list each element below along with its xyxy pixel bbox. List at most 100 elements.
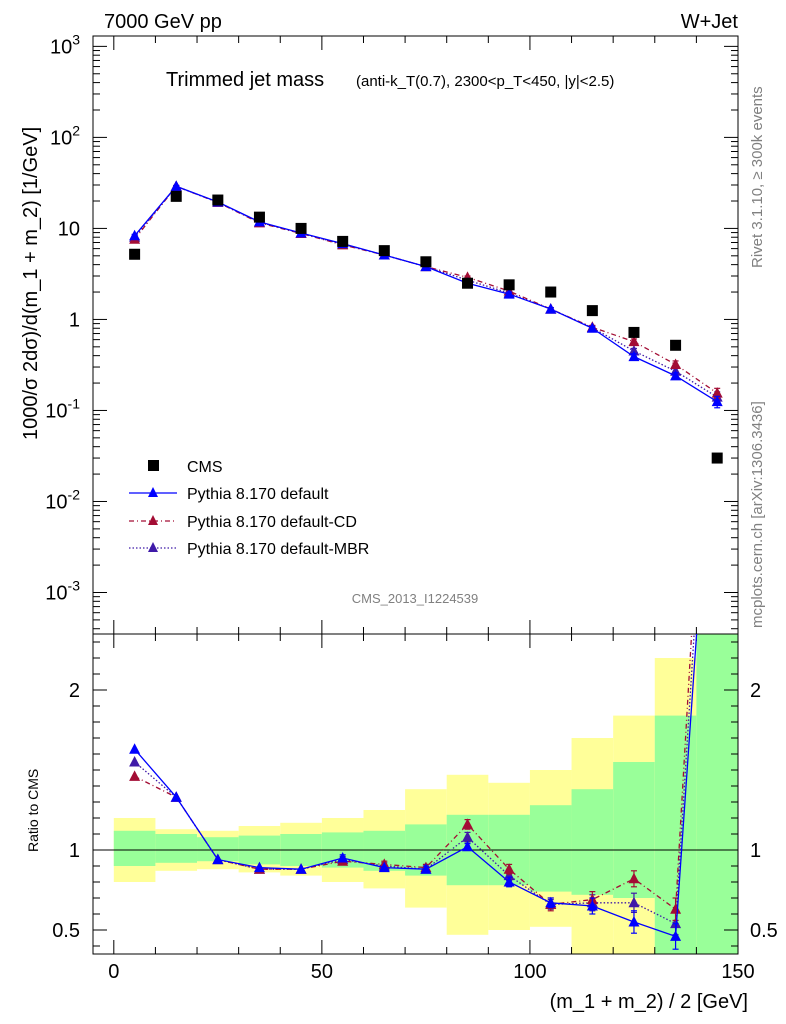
legend-marker-default-cd: [148, 515, 158, 525]
x-axis-label: (m_1 + m_2) / 2 [GeV]: [550, 991, 748, 1013]
cms-point: [545, 286, 557, 298]
ratio-pythia-8-170-default-point: [462, 840, 474, 852]
ratio-plot-frame: [92, 633, 739, 955]
pythia-8-170-default-point: [545, 303, 557, 314]
pythia-8-170-default-cd-point: [711, 387, 723, 398]
legend-marker-default: [148, 487, 158, 497]
header-right: W+Jet: [681, 11, 739, 33]
ratio-pythia-8-170-default-mbr-point: [628, 896, 640, 908]
ratio-uncertainty-bands: [93, 634, 738, 954]
mcplots-label: mcplots.cern.ch [arXiv:1306.3436]: [749, 401, 766, 628]
ratio-pythia-8-170-default-point: [545, 896, 557, 908]
cms-point: [378, 245, 390, 257]
ratio-pythia-8-170-default-cd-point: [129, 770, 141, 781]
ratio-pythia-8-170-default-cd-point: [712, 188, 723, 199]
legend: CMS Pythia 8.170 default Pythia 8.170 de…: [129, 459, 369, 558]
cms-point: [337, 235, 349, 247]
ratio-pythia-8-170-default-mbr-point: [462, 831, 474, 842]
ratio-y-tick-label-right: 0.5: [750, 920, 778, 942]
ratio-pythia-8-170-default-point: [712, 332, 723, 343]
ratio-pythia-8-170-default-mbr-point: [670, 917, 682, 929]
cms-point: [295, 222, 307, 234]
ratio-pythia-8-170-default-point: [212, 853, 224, 865]
cms-point: [711, 452, 723, 464]
x-tick-label: 150: [721, 961, 754, 983]
pythia-8-170-default-cd-point: [670, 358, 682, 369]
cms-point: [462, 277, 474, 289]
ratio-pythia-8-170-default-point: [337, 852, 349, 863]
pythia-8-170-default-line: [134, 185, 718, 403]
x-tick-label: 50: [311, 961, 333, 983]
pythia-8-170-default-point: [586, 322, 598, 333]
pythia-8-170-default-cd-line: [134, 185, 718, 394]
ratio-pythia-8-170-default-point: [253, 861, 265, 873]
pythia-8-170-default-point: [129, 229, 141, 241]
ratio-pythia-8-170-default-point: [503, 876, 515, 887]
ratio-pythia-8-170-default-point: [420, 863, 432, 874]
ratio-pythia-8-170-default-cd-point: [628, 872, 640, 884]
ratio-pythia-8-170-default-point: [586, 900, 598, 911]
ratio-y-tick-label: 2: [69, 680, 80, 702]
ratio-y-tick-label-right: 1: [750, 840, 761, 862]
main-y-tick-label: 103: [50, 31, 80, 58]
legend-label-default: Pythia 8.170 default: [187, 486, 329, 503]
ratio-pythia-8-170-default-point: [295, 863, 307, 874]
rivet-version-label: Rivet 3.1.10, ≥ 300k events: [749, 86, 766, 268]
cms-point: [420, 256, 432, 268]
legend-marker-default-mbr: [148, 542, 158, 552]
pythia-8-170-default-point: [670, 369, 682, 381]
ratio-y-tick-label: 1: [69, 840, 80, 862]
ratio-pythia-8-170-default-mbr-point: [129, 756, 141, 767]
ratio-pythia-8-170-default-point: [670, 930, 682, 941]
pythia-8-170-default-mbr-line: [134, 185, 718, 398]
legend-label-default-cd: Pythia 8.170 default-CD: [187, 514, 357, 531]
cms-point: [170, 190, 182, 202]
cms-point: [670, 339, 682, 351]
ratio-y-axis-label: Ratio to CMS: [25, 769, 41, 852]
main-y-tick-label: 102: [50, 122, 80, 149]
ratio-pythia-8-170-default-cd-point: [503, 863, 515, 874]
ratio-pythia-8-170-default-point: [170, 791, 182, 802]
band-green-1: [155, 834, 198, 863]
ratio-pythia-8-170-default-mbr-point: [712, 268, 723, 279]
ratio-y-tick-label: 0.5: [52, 920, 80, 942]
main-y-tick-label: 10-2: [45, 486, 80, 513]
pythia-8-170-default-point: [711, 395, 723, 407]
pythia-8-170-default-point: [170, 180, 182, 191]
pythia-8-170-default-point: [503, 288, 515, 299]
legend-label-cms: CMS: [187, 459, 223, 476]
plot-subtitle: (anti-k_T(0.7), 2300<p_T<450, |y|<2.5): [356, 73, 614, 90]
cms-point: [253, 211, 265, 223]
band-green-14: [696, 634, 738, 954]
main-y-axis-label: 1000/σ 2dσ)/d(m_1 + m_2) [1/GeV]: [20, 127, 42, 440]
ratio-pythia-8-170-default-cd-point: [670, 903, 682, 914]
pythia-8-170-default-mbr-point: [628, 345, 640, 356]
cms-point: [586, 305, 598, 317]
analysis-watermark: CMS_2013_I1224539: [352, 591, 479, 606]
band-green-10: [529, 805, 572, 892]
header-left: 7000 GeV pp: [104, 11, 222, 33]
main-y-tick-label: 10-3: [45, 578, 80, 605]
band-green-11: [571, 789, 614, 895]
cms-point: [129, 248, 141, 260]
ratio-pythia-8-170-default-cd-point: [462, 818, 474, 829]
cms-point: [503, 279, 515, 291]
x-tick-label: 100: [513, 961, 546, 983]
ratio-pythia-8-170-default-point: [378, 861, 390, 873]
main-y-tick-label: 10-1: [45, 395, 80, 422]
cms-point: [212, 194, 224, 206]
legend-marker-cms: [148, 460, 159, 471]
ratio-pythia-8-170-default-point: [628, 916, 640, 927]
ratio-pythia-8-170-default-point: [129, 743, 141, 754]
main-y-tick-label: 10: [58, 218, 80, 240]
ratio-y-tick-label-right: 2: [750, 680, 761, 702]
legend-label-default-mbr: Pythia 8.170 default-MBR: [187, 541, 369, 558]
pythia-8-170-default-point: [628, 350, 640, 362]
band-green-0: [113, 830, 156, 866]
cms-point: [628, 326, 640, 338]
pythia-8-170-default-cd-point: [628, 335, 640, 347]
plot-title: Trimmed jet mass: [166, 69, 324, 91]
x-tick-label: 0: [108, 961, 119, 983]
main-y-tick-label: 1: [69, 309, 80, 331]
